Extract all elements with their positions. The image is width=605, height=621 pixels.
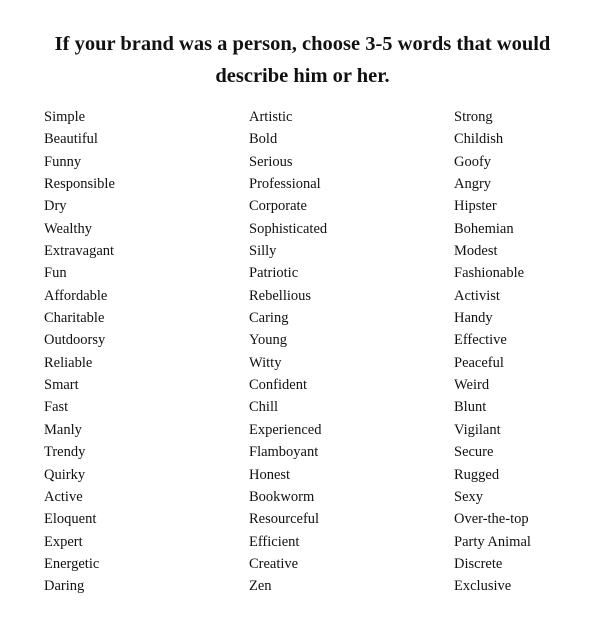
word-item: Fun	[44, 265, 67, 282]
page-title: If your brand was a person, choose 3-5 w…	[0, 28, 605, 92]
word-item: Zen	[249, 578, 272, 595]
word-column-3: Strong Childish Goofy Angry Hipster Bohemian M…	[454, 106, 531, 598]
word-item: Eloquent	[44, 511, 97, 528]
word-item: Serious	[249, 153, 293, 170]
word-item: Outdoorsy	[44, 332, 106, 349]
title-line-1: If your brand was a person, choose 3-5 w…	[54, 33, 551, 55]
word-item: Artistic	[249, 109, 293, 125]
word-item: Fast	[44, 399, 69, 416]
word-item: Vigilant	[454, 421, 501, 438]
title-line-2: describe him or her.	[215, 65, 390, 87]
word-item: Dry	[44, 198, 67, 215]
word-item: Hipster	[454, 198, 497, 215]
word-item: Trendy	[44, 444, 86, 461]
word-item: Goofy	[454, 153, 492, 170]
word-item: Simple	[44, 109, 86, 125]
word-item: Modest	[454, 243, 498, 260]
word-item: Beautiful	[44, 131, 98, 148]
word-item: Active	[44, 488, 83, 505]
word-item: Smart	[44, 377, 79, 394]
word-item: Angry	[454, 176, 492, 193]
word-item: Sophisticated	[249, 220, 328, 237]
word-item: Experienced	[249, 421, 322, 438]
word-item: Party Animal	[454, 533, 531, 550]
word-item: Secure	[454, 444, 494, 461]
word-item: Funny	[44, 153, 82, 170]
word-item: Sexy	[454, 488, 483, 505]
word-item: Blunt	[454, 399, 487, 416]
word-item: Quirky	[44, 466, 86, 483]
word-item: Weird	[454, 377, 490, 394]
word-item: Strong	[454, 109, 493, 125]
word-item: Wealthy	[44, 220, 92, 237]
word-item: Rebellious	[249, 287, 312, 304]
word-item: Manly	[44, 421, 82, 438]
word-item: Extravagant	[44, 243, 115, 260]
word-item: Responsible	[44, 176, 115, 193]
word-item: Discrete	[454, 555, 503, 572]
word-item: Flamboyant	[249, 444, 319, 461]
word-item: Rugged	[454, 466, 500, 483]
word-item: Bold	[249, 131, 278, 148]
word-item: Energetic	[44, 555, 100, 572]
word-item: Exclusive	[454, 578, 512, 595]
word-item: Chill	[249, 399, 279, 416]
word-item: Daring	[44, 578, 85, 595]
word-column-1: Simple Beautiful Funny Responsible Dry Wealth…	[44, 106, 115, 598]
word-item: Honest	[249, 466, 291, 483]
word-item: Patriotic	[249, 265, 299, 282]
word-item: Peaceful	[454, 354, 504, 371]
word-column-2: Artistic Bold Serious Professional Corporate…	[249, 106, 327, 598]
word-item: Caring	[249, 310, 289, 327]
word-item: Activist	[454, 287, 500, 304]
word-item: Childish	[454, 131, 504, 148]
word-item: Charitable	[44, 310, 105, 327]
word-item: Corporate	[249, 198, 307, 215]
word-item: Creative	[249, 555, 299, 572]
word-item: Professional	[249, 176, 321, 193]
word-item: Young	[249, 332, 288, 349]
word-item: Bohemian	[454, 220, 514, 237]
word-item: Confident	[249, 377, 307, 394]
word-item: Expert	[44, 533, 83, 550]
word-item: Reliable	[44, 354, 93, 371]
word-item: Affordable	[44, 287, 108, 304]
word-item: Fashionable	[454, 265, 525, 282]
word-item: Silly	[249, 243, 277, 260]
word-item: Effective	[454, 332, 507, 349]
word-item: Efficient	[249, 533, 300, 550]
word-item: Bookworm	[249, 488, 315, 505]
word-item: Witty	[249, 354, 282, 371]
word-item: Handy	[454, 310, 493, 327]
word-item: Over-the-top	[454, 511, 529, 528]
word-item: Resourceful	[249, 511, 320, 528]
